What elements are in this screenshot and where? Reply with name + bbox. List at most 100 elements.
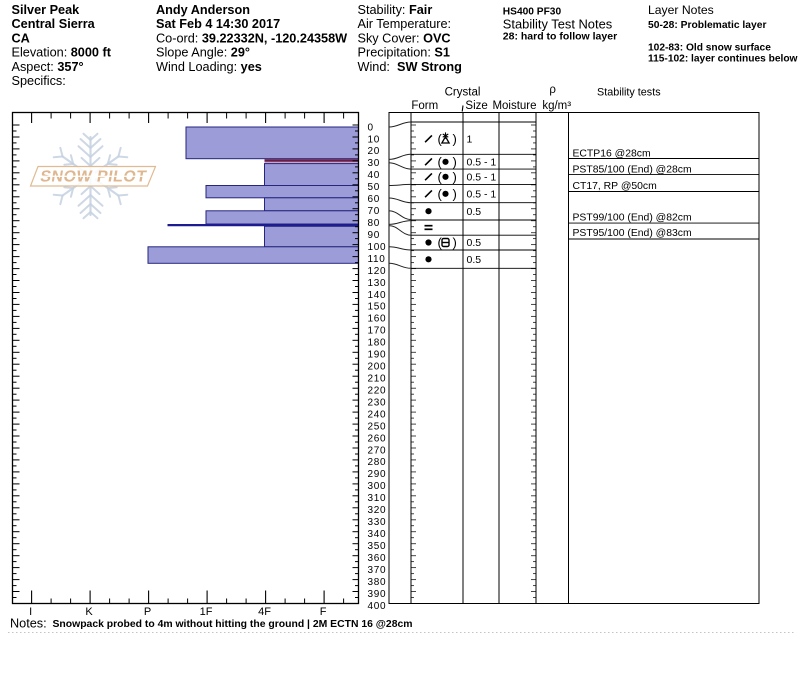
svg-text:Size: Size: [465, 100, 487, 112]
svg-text:Stability tests: Stability tests: [597, 87, 661, 99]
svg-text:400: 400: [368, 601, 387, 612]
svg-text:60: 60: [368, 194, 381, 205]
svg-text:Central Sierra: Central Sierra: [12, 17, 96, 31]
svg-text:Sky Cover: OVC: Sky Cover: OVC: [358, 32, 451, 46]
svg-text:300: 300: [368, 481, 387, 492]
svg-text:Andy Anderson: Andy Anderson: [156, 3, 250, 17]
svg-text:100: 100: [368, 242, 387, 253]
svg-text:kg/m³: kg/m³: [542, 100, 571, 112]
svg-text:): ): [453, 154, 457, 169]
svg-text:350: 350: [368, 541, 387, 552]
svg-text:0.5: 0.5: [467, 237, 482, 249]
svg-text:HS400 PF30: HS400 PF30: [503, 7, 562, 18]
svg-text:30: 30: [368, 158, 381, 169]
svg-text:130: 130: [368, 278, 387, 289]
svg-text:320: 320: [368, 505, 387, 516]
svg-text:28: hard to follow layer: 28: hard to follow layer: [503, 31, 617, 43]
svg-text:Specifics:: Specifics:: [12, 74, 66, 88]
svg-text:80: 80: [368, 218, 381, 229]
svg-text:ρ: ρ: [549, 84, 556, 96]
svg-text:360: 360: [368, 553, 387, 564]
svg-text:0.5 - 1: 0.5 - 1: [467, 157, 497, 169]
svg-text:110: 110: [368, 254, 386, 265]
svg-text:330: 330: [368, 517, 387, 528]
svg-text:Sat Feb 4 14:30 2017: Sat Feb 4 14:30 2017: [156, 17, 280, 31]
svg-text:170: 170: [368, 326, 387, 337]
svg-text:I: I: [29, 606, 32, 618]
svg-text:): ): [453, 169, 457, 184]
svg-text:Elevation: 8000 ft: Elevation: 8000 ft: [12, 46, 112, 60]
svg-text:Moisture: Moisture: [492, 100, 536, 112]
svg-text:): ): [453, 186, 457, 201]
svg-text:102-83: Old snow surface: 102-83: Old snow surface: [648, 43, 771, 54]
svg-text:4F: 4F: [258, 606, 271, 618]
svg-text:(: (: [438, 235, 443, 250]
svg-text:220: 220: [368, 386, 387, 397]
svg-text:0.5: 0.5: [467, 206, 482, 218]
svg-text:1F: 1F: [200, 606, 213, 618]
svg-text:PST95/100 (End) @83cm: PST95/100 (End) @83cm: [573, 228, 692, 239]
svg-text:(: (: [438, 154, 443, 169]
svg-text:(: (: [438, 169, 443, 184]
svg-text:90: 90: [368, 230, 381, 241]
svg-text:50-28: Problematic layer: 50-28: Problematic layer: [648, 20, 766, 31]
svg-text:1: 1: [467, 134, 473, 146]
svg-text:250: 250: [368, 421, 387, 432]
svg-text:310: 310: [368, 493, 387, 504]
svg-text:10: 10: [368, 134, 381, 145]
svg-text:ECTP16 @28cm: ECTP16 @28cm: [573, 149, 651, 160]
svg-text:CA: CA: [12, 32, 30, 46]
svg-text:): ): [453, 131, 457, 146]
svg-text:PST99/100 (End) @82cm: PST99/100 (End) @82cm: [573, 212, 692, 223]
svg-text:Stability Test Notes: Stability Test Notes: [503, 17, 612, 32]
svg-text:120: 120: [368, 266, 387, 277]
svg-text:Form: Form: [411, 100, 438, 112]
svg-text:PST85/100 (End) @28cm: PST85/100 (End) @28cm: [573, 164, 692, 175]
svg-text:115-102: layer continues below: 115-102: layer continues below: [648, 54, 798, 65]
svg-text:): ): [453, 235, 457, 250]
svg-text:Wind Loading: yes: Wind Loading: yes: [156, 60, 262, 74]
svg-text:Aspect: 357°: Aspect: 357°: [12, 60, 84, 74]
svg-text:Slope Angle: 29°: Slope Angle: 29°: [156, 46, 250, 60]
svg-text:0.5 - 1: 0.5 - 1: [467, 172, 497, 184]
svg-text:Precipitation: S1: Precipitation: S1: [358, 46, 450, 60]
svg-text:50: 50: [368, 182, 381, 193]
svg-text:230: 230: [368, 397, 387, 408]
svg-text:240: 240: [368, 409, 387, 420]
svg-text:Crystal: Crystal: [445, 87, 481, 99]
svg-text:(: (: [438, 186, 443, 201]
svg-text:70: 70: [368, 206, 381, 217]
svg-text:150: 150: [368, 302, 387, 313]
svg-text:Layer Notes: Layer Notes: [648, 3, 714, 17]
svg-text:Wind: SW Strong: Wind: SW Strong: [358, 60, 462, 74]
svg-text:380: 380: [368, 577, 387, 588]
svg-text:140: 140: [368, 290, 387, 301]
svg-text:340: 340: [368, 529, 387, 540]
svg-text:160: 160: [368, 314, 387, 325]
svg-text:200: 200: [368, 362, 387, 373]
svg-text:Stability: Fair: Stability: Fair: [358, 3, 433, 17]
svg-text:K: K: [85, 606, 93, 618]
svg-text:190: 190: [368, 350, 387, 361]
svg-text:40: 40: [368, 170, 381, 181]
svg-text:280: 280: [368, 457, 387, 468]
svg-text:Co-ord: 39.22332N, -120.24358W: Co-ord: 39.22332N, -120.24358W: [156, 32, 347, 46]
svg-text:290: 290: [368, 469, 387, 480]
svg-text:Notes:: Notes:: [10, 617, 47, 631]
svg-text:180: 180: [368, 338, 387, 349]
svg-text:Air Temperature:: Air Temperature:: [358, 17, 452, 31]
svg-text:Silver Peak: Silver Peak: [12, 3, 81, 17]
svg-text:(: (: [438, 131, 443, 146]
svg-text:270: 270: [368, 445, 387, 456]
svg-text:20: 20: [368, 146, 381, 157]
svg-text:0: 0: [368, 122, 374, 133]
svg-text:390: 390: [368, 589, 387, 600]
svg-text:F: F: [320, 606, 327, 618]
svg-text:P: P: [144, 606, 151, 618]
svg-text:370: 370: [368, 565, 387, 576]
svg-text:CT17, RP @50cm: CT17, RP @50cm: [573, 181, 657, 192]
svg-text:0.5: 0.5: [467, 254, 482, 266]
svg-text:210: 210: [368, 374, 387, 385]
svg-text:Snowpack probed to 4m without: Snowpack probed to 4m without hitting th…: [53, 619, 413, 630]
svg-text:260: 260: [368, 433, 387, 444]
